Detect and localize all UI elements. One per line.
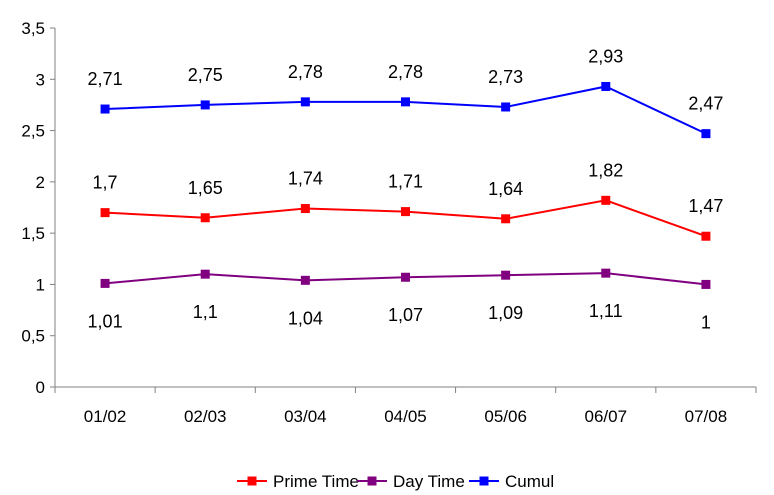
point-cumul: [300, 97, 310, 107]
data-label-day-time: 1: [701, 312, 711, 332]
y-axis-ticks: 0 0,5 1 1,5 2 2,5 3 3,5: [21, 19, 55, 397]
legend-item-day-time: Day Time: [357, 472, 465, 491]
point-cumul: [100, 104, 110, 114]
point-day-time: [701, 279, 711, 289]
y-tick-label: 2: [36, 173, 45, 192]
series-line-prime-time: [105, 199, 707, 238]
x-tick-label: 06/07: [585, 407, 628, 426]
legend-label: Prime Time: [273, 472, 359, 491]
y-tick-label: 0,5: [21, 327, 45, 346]
legend-swatch-marker: [367, 476, 377, 486]
data-label-prime-time: 1,65: [188, 178, 223, 198]
data-label-day-time: 1,1: [193, 302, 218, 322]
data-label-cumul: 2,47: [688, 94, 723, 114]
data-label-day-time: 1,11: [589, 301, 623, 321]
y-tick-label: 1: [36, 275, 45, 294]
data-label-day-time: 1,09: [488, 303, 523, 323]
x-axis-ticks: 01/02 02/03 03/04 04/05 05/06 06/07 07/08: [54, 387, 757, 426]
point-prime-time: [300, 204, 310, 214]
point-cumul: [701, 129, 711, 139]
x-tick-label: 02/03: [184, 407, 227, 426]
x-tick-label: 05/06: [484, 407, 527, 426]
series-layer: [100, 81, 711, 289]
data-label-day-time: 1,07: [388, 305, 423, 325]
data-label-cumul: 2,78: [388, 62, 423, 82]
data-labels: 1,7 1,65 1,74 1,71 1,64 1,82 1,47 1,01 1,1 1,04 1,…: [88, 46, 724, 332]
data-label-day-time: 1,01: [88, 311, 123, 331]
data-label-cumul: 2,93: [588, 46, 623, 66]
point-day-time: [200, 269, 210, 279]
legend: Prime Time Day Time Cumul: [237, 472, 554, 491]
point-day-time: [300, 275, 310, 285]
legend-label: Cumul: [505, 472, 554, 491]
point-prime-time: [701, 231, 711, 241]
data-label-cumul: 2,75: [188, 65, 223, 85]
point-day-time: [501, 270, 511, 280]
x-tick-label: 03/04: [284, 407, 327, 426]
x-tick-label: 04/05: [384, 407, 427, 426]
point-cumul: [200, 100, 210, 110]
data-label-day-time: 1,04: [288, 308, 323, 328]
data-label-prime-time: 1,64: [488, 179, 523, 199]
y-tick-label: 1,5: [21, 224, 45, 243]
series-line-cumul: [105, 85, 707, 135]
point-cumul: [501, 102, 511, 112]
data-label-cumul: 2,78: [288, 62, 323, 82]
x-tick-label: 01/02: [84, 407, 127, 426]
y-tick-label: 3: [36, 70, 45, 89]
y-tick-label: 2,5: [21, 122, 45, 141]
data-label-prime-time: 1,74: [288, 169, 323, 189]
legend-label: Day Time: [393, 472, 465, 491]
point-prime-time: [501, 214, 511, 224]
legend-swatch-marker: [247, 476, 257, 486]
data-label-cumul: 2,73: [488, 67, 523, 87]
point-prime-time: [100, 208, 110, 218]
x-tick-label: 07/08: [685, 407, 728, 426]
legend-item-prime-time: Prime Time: [237, 472, 359, 491]
data-label-prime-time: 1,47: [688, 196, 723, 216]
point-prime-time: [200, 213, 210, 223]
point-cumul: [401, 97, 410, 107]
point-day-time: [401, 272, 410, 282]
legend-swatch-marker: [479, 476, 489, 486]
data-label-cumul: 2,71: [88, 69, 123, 89]
data-label-prime-time: 1,71: [388, 172, 423, 192]
axes: [54, 28, 756, 388]
y-tick-label: 3,5: [21, 19, 45, 38]
data-label-prime-time: 1,7: [93, 173, 118, 193]
data-label-prime-time: 1,82: [588, 160, 623, 180]
legend-item-cumul: Cumul: [469, 472, 554, 491]
point-day-time: [601, 268, 611, 278]
point-cumul: [601, 81, 611, 91]
point-day-time: [100, 278, 110, 288]
point-prime-time: [401, 207, 410, 217]
y-tick-label: 0: [36, 378, 45, 397]
point-prime-time: [601, 195, 611, 205]
